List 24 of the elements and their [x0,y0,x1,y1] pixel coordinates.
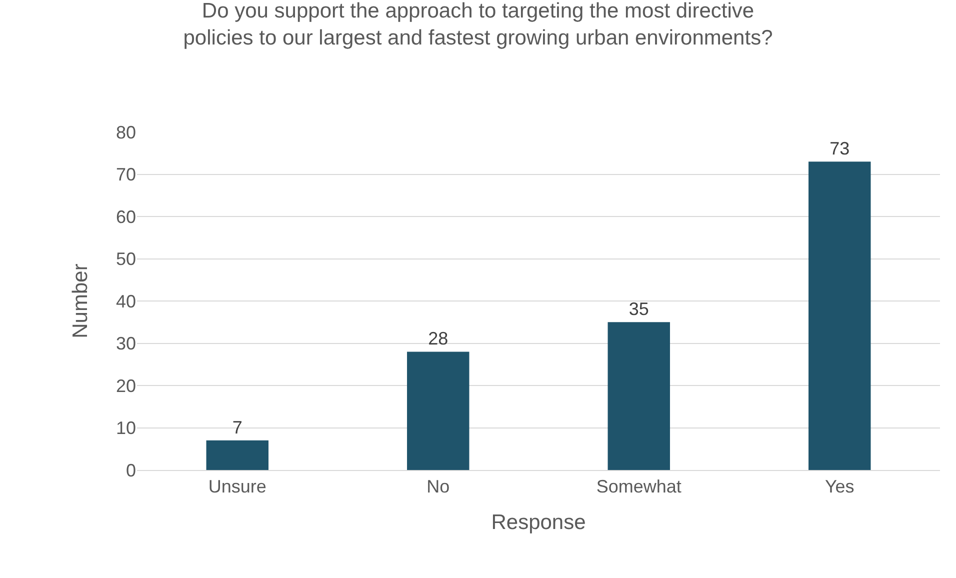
bar [407,352,470,470]
y-tick-label: 50 [116,249,136,270]
data-label: 35 [628,299,649,320]
bar [206,440,268,470]
y-axis-title: Number [69,264,92,338]
x-tick-label: Unsure [208,476,266,497]
data-label: 7 [232,417,242,438]
y-tick-label: 70 [116,164,136,185]
y-tick-label: 60 [116,206,136,227]
chart-title: Do you support the approach to targeting the most directive policies to our largest and fastest growing urban environments? [183,0,773,50]
y-tick-label: 0 [126,460,136,480]
y-tick-label: 10 [116,418,136,438]
y-tick-label: 30 [116,334,136,354]
bar [608,322,670,470]
x-tick-label: No [426,476,450,497]
data-label: 28 [428,328,448,349]
x-axis-title: Response [491,510,586,534]
bar [808,162,871,470]
x-tick-label: Yes [824,476,854,497]
y-tick-label: 20 [116,376,136,396]
y-tick-label: 40 [116,291,136,312]
x-tick-label: Somewhat [596,476,682,497]
data-label: 73 [830,138,850,159]
y-tick-label: 80 [116,122,136,142]
